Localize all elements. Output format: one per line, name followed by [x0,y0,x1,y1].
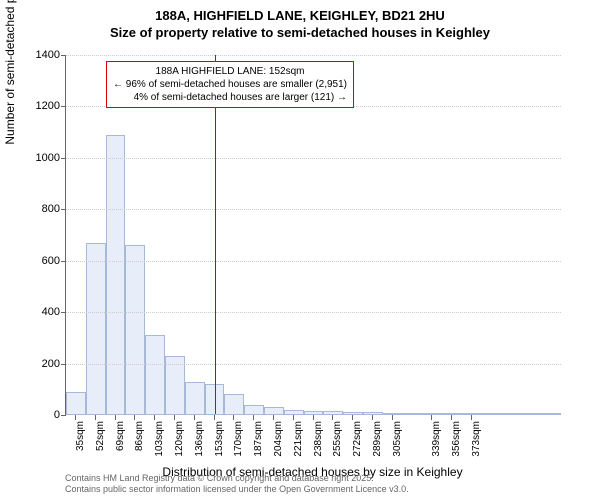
footer-attribution: Contains HM Land Registry data © Crown c… [65,473,409,496]
y-tick-label: 0 [20,409,60,421]
x-tick-label: 52sqm [95,421,106,451]
bar [145,335,165,415]
x-tick-label: 120sqm [174,421,185,457]
reference-line-mark [215,55,216,414]
x-tick-mark [352,415,353,420]
y-tick-mark [61,261,66,262]
bar [165,356,185,415]
x-tick-label: 289sqm [372,421,383,457]
y-gridline [66,158,561,159]
y-tick-label: 800 [20,203,60,215]
bar [185,382,205,415]
x-tick-label: 221sqm [293,421,304,457]
x-tick-label: 69sqm [115,421,126,451]
x-tick-label: 153sqm [214,421,225,457]
annotation-line: ← 96% of semi-detached houses are smalle… [113,78,347,91]
x-tick-mark [313,415,314,420]
x-tick-label: 356sqm [451,421,462,457]
x-tick-mark [75,415,76,420]
x-tick-mark [273,415,274,420]
annotation-line: 4% of semi-detached houses are larger (1… [113,91,347,104]
y-ticks: 0200400600800100012001400 [20,55,60,415]
y-gridline [66,364,561,365]
y-gridline [66,312,561,313]
x-tick-mark [233,415,234,420]
y-tick-label: 1400 [20,49,60,61]
bar [244,405,264,415]
y-tick-mark [61,364,66,365]
plot-area: 188A HIGHFIELD LANE: 152sqm← 96% of semi… [65,55,560,415]
x-tick-label: 272sqm [352,421,363,457]
y-tick-label: 1000 [20,152,60,164]
bar [106,135,126,415]
x-tick-label: 339sqm [431,421,442,457]
y-tick-mark [61,158,66,159]
y-tick-label: 1200 [20,100,60,112]
y-axis-label: Number of semi-detached properties [3,0,17,145]
bar [86,243,106,415]
annotation-line: 188A HIGHFIELD LANE: 152sqm [113,65,347,78]
x-tick-mark [332,415,333,420]
y-tick-label: 200 [20,358,60,370]
x-tick-mark [194,415,195,420]
x-tick-mark [471,415,472,420]
y-tick-label: 600 [20,255,60,267]
x-tick-label: 187sqm [253,421,264,457]
x-tick-label: 204sqm [273,421,284,457]
bars-group [66,55,561,415]
x-tick-mark [253,415,254,420]
chart-subtitle: Size of property relative to semi-detach… [0,25,600,40]
y-gridline [66,261,561,262]
y-tick-mark [61,209,66,210]
bar [66,392,86,415]
x-tick-mark [431,415,432,420]
bar [125,245,145,415]
bar [264,407,284,415]
x-tick-mark [115,415,116,420]
title-block: 188A, HIGHFIELD LANE, KEIGHLEY, BD21 2HU… [0,0,600,40]
x-tick-mark [174,415,175,420]
y-tick-label: 400 [20,306,60,318]
x-tick-label: 373sqm [471,421,482,457]
y-tick-mark [61,55,66,56]
x-tick-label: 238sqm [313,421,324,457]
x-tick-label: 35sqm [75,421,86,451]
x-tick-mark [154,415,155,420]
x-tick-label: 305sqm [392,421,403,457]
chart-container: 188A, HIGHFIELD LANE, KEIGHLEY, BD21 2HU… [0,0,600,500]
chart-area: Number of semi-detached properties 188A … [65,55,560,415]
bar [224,394,244,415]
footer-line-2: Contains public sector information licen… [65,484,409,496]
x-tick-mark [392,415,393,420]
chart-title: 188A, HIGHFIELD LANE, KEIGHLEY, BD21 2HU [0,8,600,23]
x-tick-label: 170sqm [233,421,244,457]
x-tick-label: 255sqm [332,421,343,457]
x-tick-mark [451,415,452,420]
y-tick-mark [61,106,66,107]
x-tick-mark [134,415,135,420]
annotation-box: 188A HIGHFIELD LANE: 152sqm← 96% of semi… [106,61,354,108]
y-gridline [66,55,561,56]
y-tick-mark [61,312,66,313]
x-tick-label: 136sqm [194,421,205,457]
x-tick-label: 86sqm [134,421,145,451]
x-tick-mark [372,415,373,420]
x-tick-mark [214,415,215,420]
footer-line-1: Contains HM Land Registry data © Crown c… [65,473,409,485]
x-tick-mark [293,415,294,420]
x-tick-label: 103sqm [154,421,165,457]
x-tick-mark [95,415,96,420]
y-gridline [66,209,561,210]
